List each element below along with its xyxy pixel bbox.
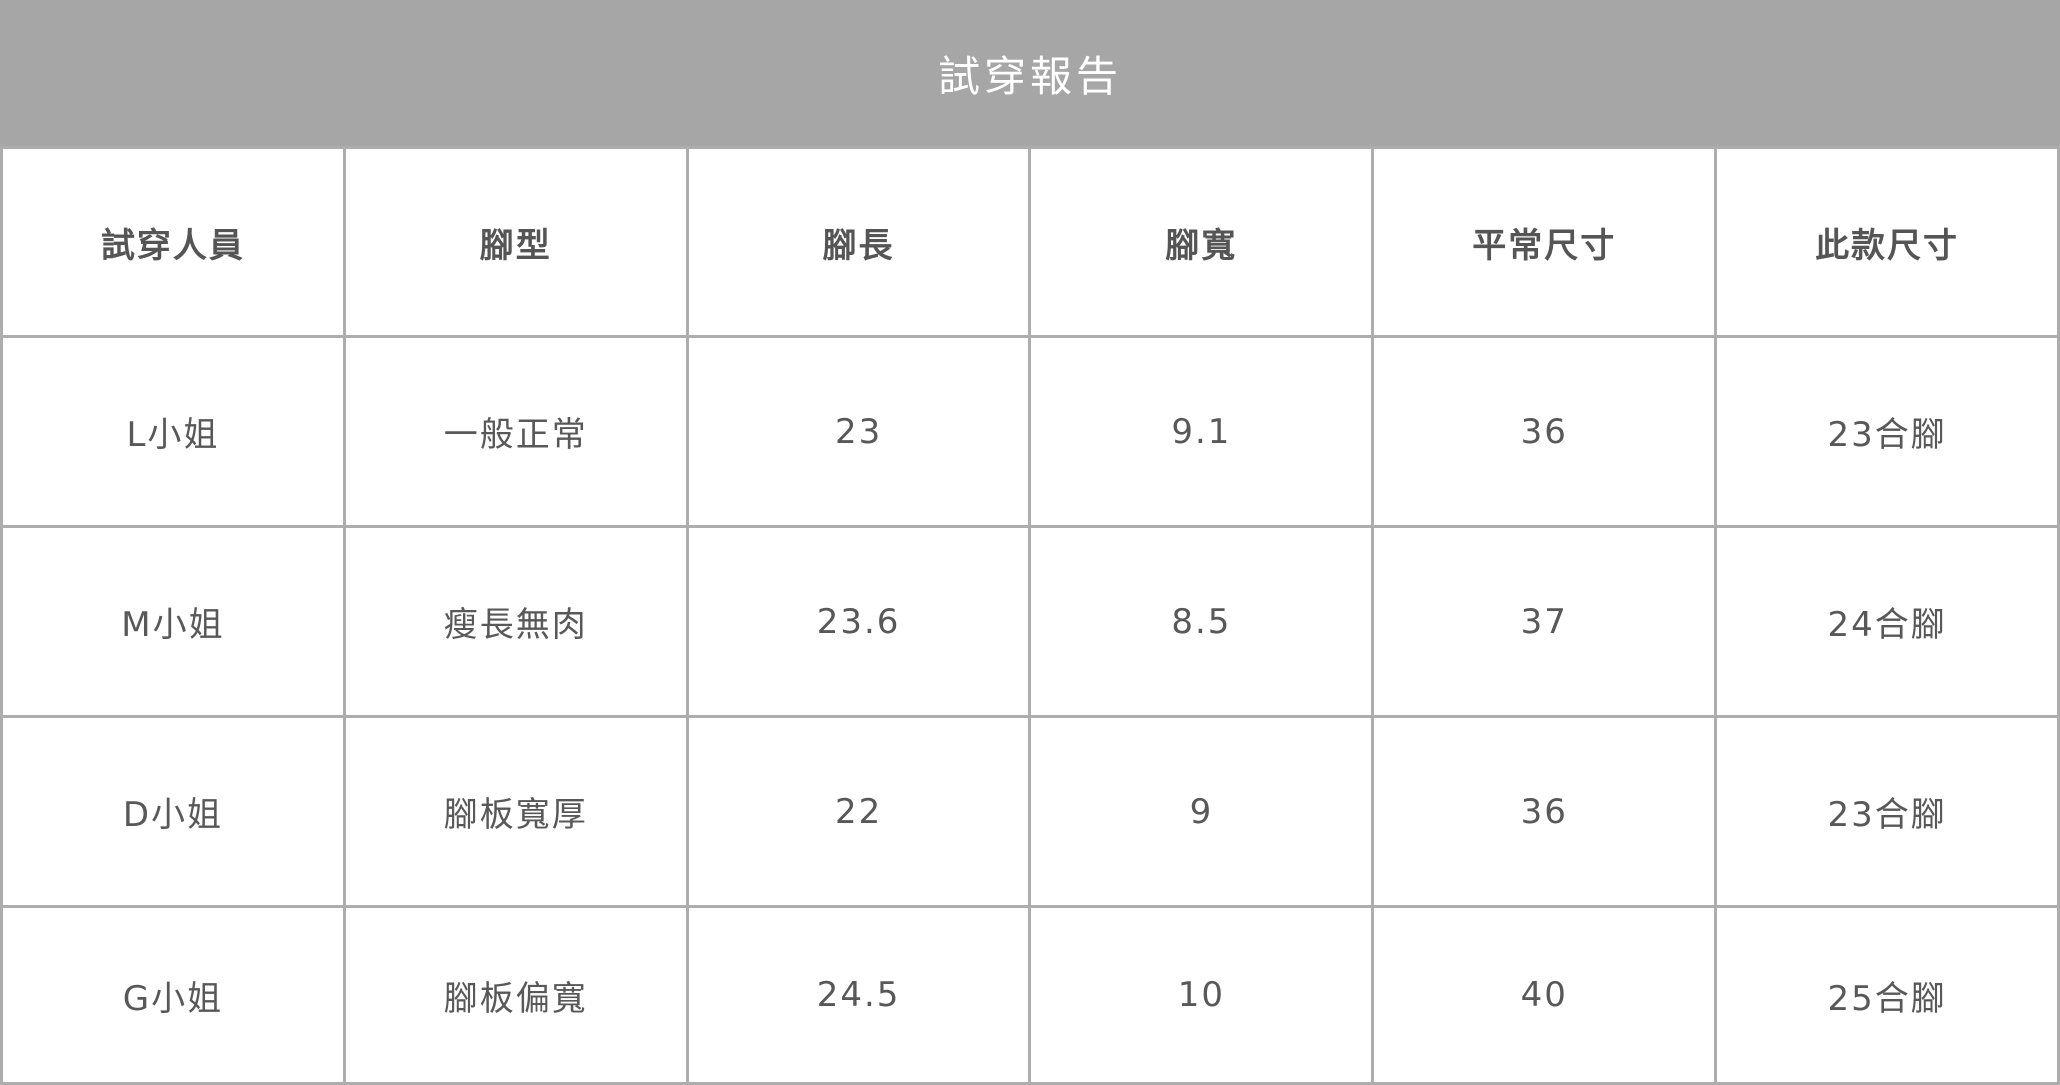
table-cell: 9.1 bbox=[1028, 335, 1375, 528]
table-cell: 腳板寬厚 bbox=[342, 715, 689, 908]
table-cell: 37 bbox=[1371, 525, 1718, 718]
table-cell: 40 bbox=[1371, 905, 1718, 1085]
column-header: 腳型 bbox=[342, 146, 689, 338]
table-cell: 8.5 bbox=[1028, 525, 1375, 718]
table-cell: 9 bbox=[1028, 715, 1375, 908]
column-header: 平常尺寸 bbox=[1371, 146, 1718, 338]
column-header: 此款尺寸 bbox=[1714, 146, 2060, 338]
table-cell: L小姐 bbox=[0, 335, 346, 528]
table-cell: G小姐 bbox=[0, 905, 346, 1085]
table-header-row: 試穿人員 腳型 腳長 腳寬 平常尺寸 此款尺寸 bbox=[0, 146, 2060, 338]
table-cell: 23合腳 bbox=[1714, 715, 2060, 908]
table-cell: 22 bbox=[685, 715, 1032, 908]
table-row: G小姐 腳板偏寬 24.5 10 40 25合腳 bbox=[0, 905, 2060, 1085]
table-cell: 一般正常 bbox=[342, 335, 689, 528]
table-cell: 腳板偏寬 bbox=[342, 905, 689, 1085]
table-cell: M小姐 bbox=[0, 525, 346, 718]
table-row: M小姐 瘦長無肉 23.6 8.5 37 24合腳 bbox=[0, 525, 2060, 718]
table-cell: 瘦長無肉 bbox=[342, 525, 689, 718]
table-cell: 10 bbox=[1028, 905, 1375, 1085]
table-cell: 23合腳 bbox=[1714, 335, 2060, 528]
table-row: L小姐 一般正常 23 9.1 36 23合腳 bbox=[0, 335, 2060, 528]
report-title: 試穿報告 bbox=[937, 51, 1122, 101]
table-row: D小姐 腳板寬厚 22 9 36 23合腳 bbox=[0, 715, 2060, 908]
column-header: 試穿人員 bbox=[0, 146, 346, 338]
table-cell: 25合腳 bbox=[1714, 905, 2060, 1085]
report-title-bar: 試穿報告 bbox=[0, 0, 2060, 146]
table-cell: 24.5 bbox=[685, 905, 1032, 1085]
table-cell: 36 bbox=[1371, 715, 1718, 908]
table-cell: 36 bbox=[1371, 335, 1718, 528]
table-cell: 23 bbox=[685, 335, 1032, 528]
fitting-report-table: 試穿人員 腳型 腳長 腳寬 平常尺寸 此款尺寸 L小姐 一般正常 23 9.1 36 23… bbox=[0, 146, 2060, 1085]
column-header: 腳長 bbox=[685, 146, 1032, 338]
column-header: 腳寬 bbox=[1028, 146, 1375, 338]
table-cell: D小姐 bbox=[0, 715, 346, 908]
table-cell: 23.6 bbox=[685, 525, 1032, 718]
table-cell: 24合腳 bbox=[1714, 525, 2060, 718]
